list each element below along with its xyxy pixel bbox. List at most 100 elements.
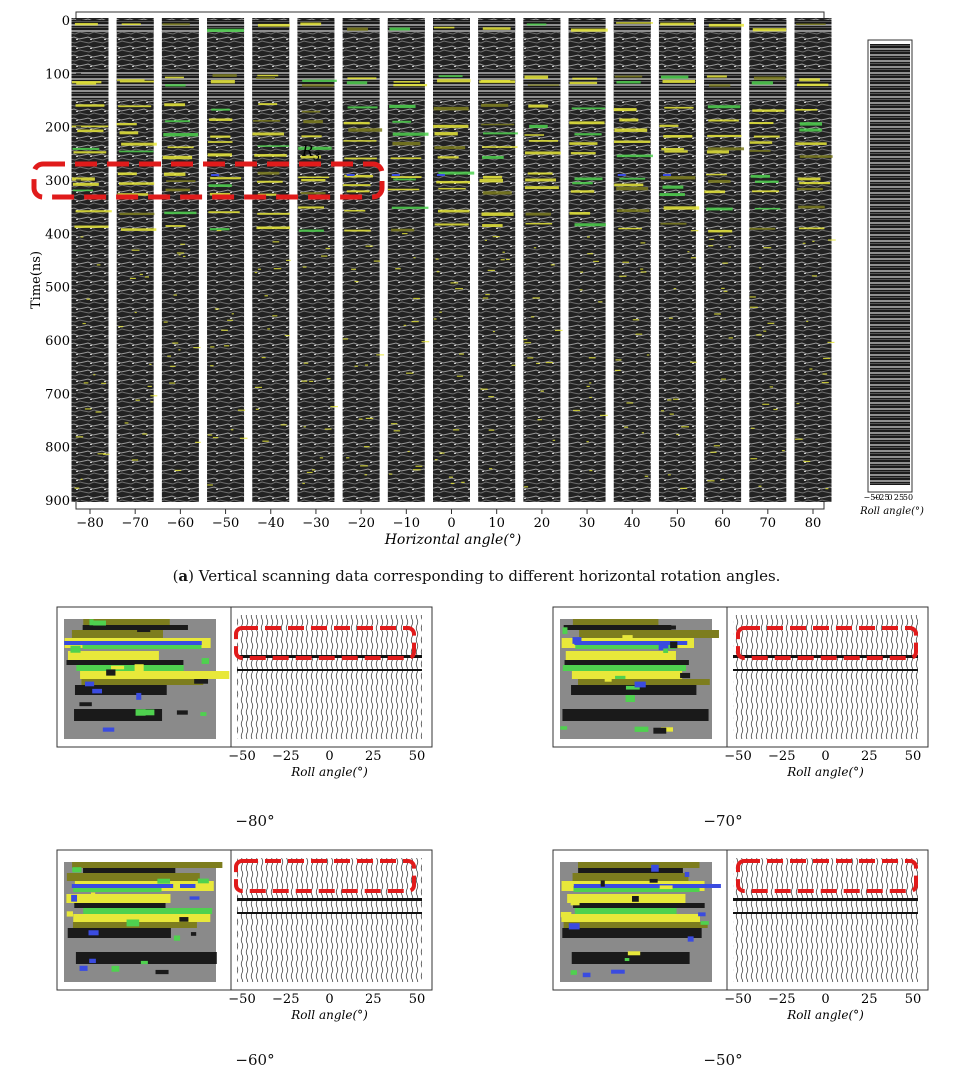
- side-tick-label: 50: [903, 493, 913, 502]
- x-tick-label: −60: [167, 516, 194, 531]
- roll-axis-label: Roll angle(°): [786, 1008, 864, 1022]
- x-tick-label: −40: [257, 516, 284, 531]
- roll-tick-label: −50: [724, 992, 751, 1007]
- roll-tick-label: 50: [905, 749, 922, 764]
- x-axis: −80 −70 −60 −50 −40 −30 −20 −10 0 10 20 30 40 50 60 70 8…: [76, 509, 821, 531]
- wiggle-trace-plot: [733, 615, 918, 739]
- side-radar-strip: [870, 44, 910, 485]
- side-tick-label: 0: [887, 493, 892, 502]
- y-tick-label: 500: [45, 281, 70, 296]
- x-tick-label: 0: [447, 516, 455, 531]
- subfigure-minus-60: −50 −25 0 25 50 Roll angle(°): [56, 849, 433, 1022]
- region-r3-label: R3: [301, 142, 320, 163]
- y-tick-label: 200: [45, 121, 70, 136]
- y-axis: 0 100 200 300 400 500 600 700 800 900: [45, 14, 81, 509]
- x-tick-label: 30: [579, 516, 596, 531]
- radar-strip: [342, 18, 385, 502]
- subfigure-label-minus-70: −70°: [703, 812, 743, 830]
- roll-tick-label: 0: [821, 749, 829, 764]
- y-tick-label: 700: [45, 387, 70, 402]
- radar-strip: [704, 18, 745, 502]
- radar-strip: [794, 18, 836, 502]
- reflection-highlight: [234, 626, 416, 660]
- radar-strip: [252, 18, 291, 502]
- x-tick-label: 10: [488, 516, 505, 531]
- x-tick-label: 60: [714, 516, 731, 531]
- side-axis-label: Roll angle(°): [859, 506, 924, 517]
- roll-tick-label: −25: [768, 992, 795, 1007]
- x-tick-label: 80: [805, 516, 822, 531]
- x-tick-label: −70: [121, 516, 148, 531]
- roll-tick-label: 50: [409, 992, 426, 1007]
- y-tick-label: 600: [45, 334, 70, 349]
- roll-tick-label: −50: [724, 749, 751, 764]
- reflection-highlight: [736, 626, 918, 660]
- subfigures: −50 −25 0 25 50 Roll angle(°) −50 −25 0 25 50 Roll…: [56, 606, 929, 1022]
- y-tick-label: 0: [62, 14, 70, 29]
- side-tick-label: −25: [873, 493, 890, 502]
- x-tick-label: −20: [347, 516, 374, 531]
- subfigure-label-minus-50: −50°: [703, 1051, 743, 1069]
- side-tick-label: −50: [864, 493, 881, 502]
- y-tick-label: 100: [45, 67, 70, 82]
- x-axis-label: Horizontal angle(°): [384, 532, 522, 548]
- reflection-highlight: [234, 859, 416, 893]
- roll-axis-label: Roll angle(°): [290, 1008, 368, 1022]
- y-tick-label: 800: [45, 441, 70, 456]
- subfigure-minus-70: −50 −25 0 25 50 Roll angle(°): [552, 606, 929, 779]
- roll-tick-label: 0: [325, 992, 333, 1007]
- y-tick-label: 400: [45, 227, 70, 242]
- roll-tick-label: −50: [228, 992, 255, 1007]
- radar-strip: [658, 18, 700, 502]
- wiggle-trace-plot: [733, 858, 918, 982]
- roll-tick-label: −25: [272, 992, 299, 1007]
- radar-strip: [749, 18, 787, 502]
- radar-strip: [161, 18, 201, 502]
- region-r3-highlight: [31, 161, 385, 200]
- x-tick-label: −50: [212, 516, 239, 531]
- subfigure-minus-80: −50 −25 0 25 50 Roll angle(°): [56, 606, 433, 779]
- roll-tick-label: 50: [409, 749, 426, 764]
- roll-tick-label: 50: [905, 992, 922, 1007]
- radar-strip: [297, 18, 338, 502]
- x-tick-label: 40: [624, 516, 641, 531]
- roll-tick-label: −25: [768, 749, 795, 764]
- roll-tick-label: −50: [228, 749, 255, 764]
- radar-strip: [568, 18, 608, 502]
- wiggle-trace-plot: [237, 615, 422, 739]
- roll-tick-label: 25: [365, 992, 382, 1007]
- wiggle-trace-plot: [237, 858, 422, 982]
- roll-axis-label: Roll angle(°): [290, 765, 368, 779]
- roll-axis-label: Roll angle(°): [786, 765, 864, 779]
- subfigure-label-minus-60: −60°: [235, 1051, 275, 1069]
- x-tick-label: 20: [534, 516, 551, 531]
- radar-strip: [387, 18, 430, 502]
- y-tick-label: 300: [45, 174, 70, 189]
- x-tick-label: 50: [669, 516, 686, 531]
- x-tick-label: 70: [760, 516, 777, 531]
- roll-tick-label: 25: [365, 749, 382, 764]
- radar-strip: [478, 18, 518, 502]
- x-tick-label: −10: [393, 516, 420, 531]
- x-tick-label: −30: [302, 516, 329, 531]
- radar-strip: [523, 18, 563, 502]
- reflection-highlight: [736, 859, 918, 893]
- roll-tick-label: 25: [861, 992, 878, 1007]
- roll-tick-label: 0: [325, 749, 333, 764]
- radar-strip: [116, 18, 158, 502]
- radar-strip: [207, 18, 248, 502]
- y-tick-label: 900: [45, 494, 70, 509]
- y-axis-label: Time(ns): [29, 251, 44, 309]
- x-tick-label: −80: [76, 516, 103, 531]
- figure-a-caption: (a) Vertical scanning data corresponding…: [172, 567, 781, 585]
- subfigure-minus-50: −50 −25 0 25 50 Roll angle(°): [552, 849, 929, 1022]
- radar-strip: [433, 18, 475, 502]
- roll-tick-label: 0: [821, 992, 829, 1007]
- roll-tick-label: 25: [861, 749, 878, 764]
- subfigure-label-minus-80: −80°: [235, 812, 275, 830]
- radar-strip: [71, 18, 112, 502]
- radar-strip: [613, 18, 653, 502]
- roll-tick-label: −25: [272, 749, 299, 764]
